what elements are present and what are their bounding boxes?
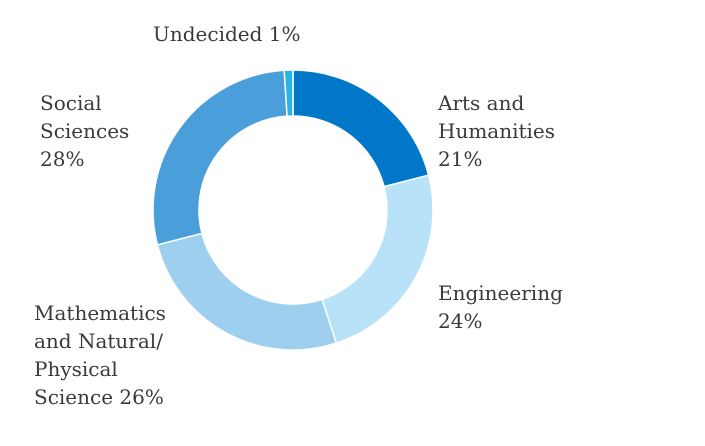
label-undecided: Undecided 1%: [153, 22, 301, 46]
label-line: Arts and: [437, 91, 524, 115]
donut-slices: [152, 69, 434, 351]
slice-social-sciences: [152, 69, 288, 246]
label-line: 24%: [438, 309, 482, 333]
label-line: Social: [40, 91, 102, 115]
label-line: 28%: [40, 147, 84, 171]
slice-arts-and-humanities: [292, 69, 430, 188]
label-social-sciences: Social Sciences 28%: [40, 91, 129, 171]
label-arts-and-humanities: Arts and Humanities 21%: [437, 91, 555, 171]
label-line: Engineering: [438, 281, 563, 305]
label-line: 21%: [438, 147, 482, 171]
label-engineering: Engineering 24%: [438, 281, 563, 333]
label-line: and Natural/: [34, 329, 163, 353]
label-line: Sciences: [40, 119, 129, 143]
slice-engineering: [321, 174, 434, 345]
slice-mathematics-and-natural-physical-science: [156, 232, 338, 351]
label-line: Physical: [34, 357, 118, 381]
label-line: Humanities: [438, 119, 555, 143]
label-mathematics-and-natural-physical-science: Mathematics and Natural/Physical Science 2…: [34, 301, 166, 409]
label-line: Mathematics: [34, 301, 166, 325]
label-line: Undecided 1%: [153, 22, 301, 46]
label-line: Science 26%: [34, 385, 164, 409]
slice-undecided: [283, 69, 294, 117]
slice-labels: Arts and Humanities 21% Engineering 24% Mathe…: [34, 22, 563, 409]
